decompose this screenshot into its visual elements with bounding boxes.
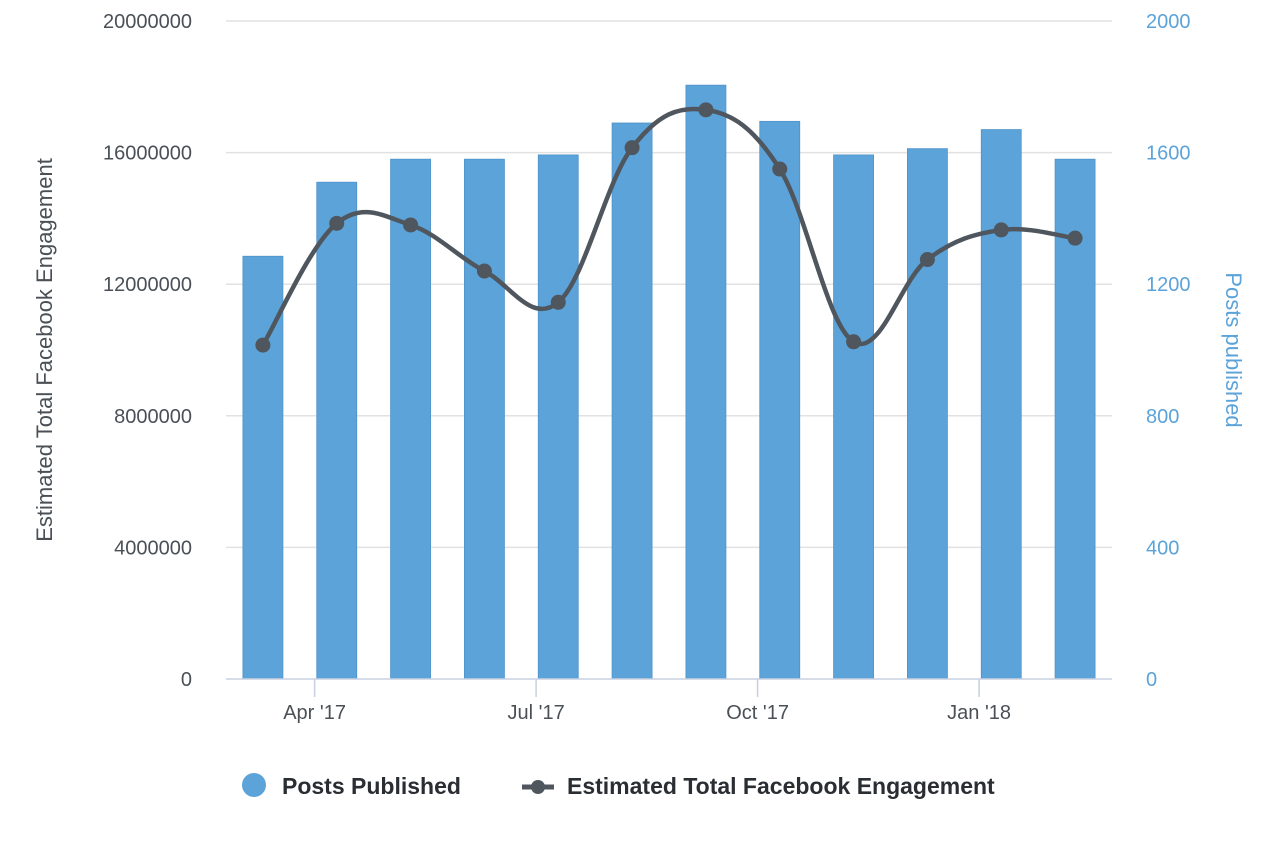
bar[interactable] <box>537 154 579 680</box>
line-point[interactable] <box>772 161 788 177</box>
x-tick-label: Apr '17 <box>283 702 346 724</box>
y-left-tick-label: 0 <box>181 669 192 691</box>
bar[interactable] <box>390 158 431 680</box>
line-point[interactable] <box>255 337 271 353</box>
y-right-tick-label: 0 <box>1146 669 1157 691</box>
y-right-tick-label: 2000 <box>1146 11 1191 33</box>
line-point[interactable] <box>698 102 714 118</box>
y-left-tick-label: 12000000 <box>103 274 192 296</box>
y-right-tick-label: 1200 <box>1146 274 1191 296</box>
y-left-tick-label: 20000000 <box>103 11 192 33</box>
line-point[interactable] <box>403 217 419 233</box>
y-axis-right-title: Posts published <box>1221 272 1246 427</box>
x-tick-label: Jul '17 <box>508 702 565 724</box>
bar[interactable] <box>833 154 874 680</box>
bar[interactable] <box>464 158 505 680</box>
line-point[interactable] <box>329 215 345 231</box>
y-axis-left-title: Estimated Total Facebook Engagement <box>32 158 57 542</box>
line-point[interactable] <box>476 263 492 279</box>
line-point[interactable] <box>846 334 862 350</box>
y-right-tick-label: 400 <box>1146 537 1179 559</box>
y-right-tick-label: 1600 <box>1146 143 1191 165</box>
bar[interactable] <box>759 120 801 680</box>
tick-labels: 0 4000000 8000000 12000000 16000000 20000000 0… <box>103 11 1190 724</box>
legend-marker-posts-published <box>242 773 266 797</box>
legend: Posts Published Estimated Total Facebook… <box>242 773 995 799</box>
line-point[interactable] <box>624 140 640 156</box>
bar[interactable] <box>611 122 653 680</box>
engagement-line <box>260 106 1076 347</box>
axes <box>226 678 1112 697</box>
legend-item-posts-published[interactable]: Posts Published <box>242 773 461 799</box>
line-point[interactable] <box>919 252 935 268</box>
y-left-tick-label: 16000000 <box>103 143 192 165</box>
bar[interactable] <box>980 129 1022 680</box>
gridlines <box>226 20 1112 549</box>
line-point[interactable] <box>993 222 1009 238</box>
y-left-tick-label: 4000000 <box>114 537 192 559</box>
y-right-tick-label: 800 <box>1146 406 1179 428</box>
bar[interactable] <box>242 255 284 680</box>
legend-label-facebook-engagement: Estimated Total Facebook Engagement <box>567 773 995 799</box>
line-point[interactable] <box>1067 230 1083 246</box>
x-tick-label: Oct '17 <box>726 702 789 724</box>
legend-marker-dot-facebook-engagement <box>531 780 545 794</box>
bar-series-posts-published <box>242 84 1096 680</box>
bar[interactable] <box>316 181 358 680</box>
legend-item-facebook-engagement[interactable]: Estimated Total Facebook Engagement <box>522 773 995 799</box>
line-series-facebook-engagement <box>255 102 1083 353</box>
legend-label-posts-published: Posts Published <box>282 773 461 799</box>
line-point[interactable] <box>550 294 566 310</box>
bar[interactable] <box>907 148 948 680</box>
x-tick-label: Jan '18 <box>947 702 1011 724</box>
y-left-tick-label: 8000000 <box>114 406 192 428</box>
bar[interactable] <box>685 84 727 680</box>
